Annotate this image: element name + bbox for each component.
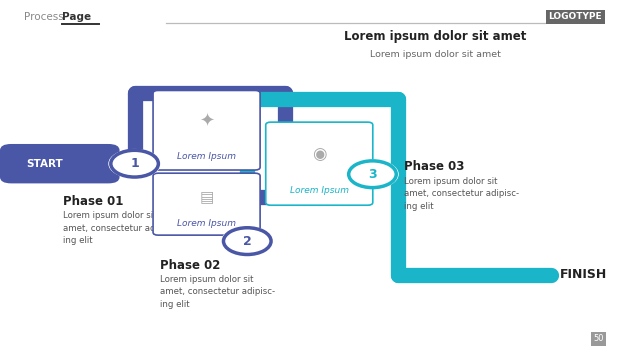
Text: 2: 2 bbox=[243, 235, 252, 247]
FancyBboxPatch shape bbox=[153, 173, 260, 235]
Text: Process: Process bbox=[24, 12, 67, 22]
Text: Phase 03: Phase 03 bbox=[404, 160, 464, 173]
FancyBboxPatch shape bbox=[0, 144, 120, 183]
Circle shape bbox=[221, 226, 274, 256]
Text: 50: 50 bbox=[593, 334, 603, 343]
FancyBboxPatch shape bbox=[265, 122, 372, 205]
Text: FINISH: FINISH bbox=[560, 268, 607, 281]
Text: Lorem ipsum dolor sit
amet, consectetur adipisc-
ing elit: Lorem ipsum dolor sit amet, consectetur … bbox=[63, 211, 178, 245]
Text: Lorem ipsum dolor sit amet: Lorem ipsum dolor sit amet bbox=[369, 50, 501, 59]
Circle shape bbox=[349, 161, 396, 188]
Text: ▤: ▤ bbox=[200, 190, 213, 205]
Text: Lorem Ipsum: Lorem Ipsum bbox=[177, 219, 236, 228]
Text: ◉: ◉ bbox=[312, 145, 327, 163]
Circle shape bbox=[346, 159, 399, 189]
Text: Phase 01: Phase 01 bbox=[63, 195, 123, 208]
Text: Phase 02: Phase 02 bbox=[160, 259, 220, 272]
Text: Lorem ipsum dolor sit amet: Lorem ipsum dolor sit amet bbox=[344, 31, 526, 43]
Circle shape bbox=[223, 228, 271, 254]
Text: Lorem ipsum dolor sit
amet, consectetur adipisc-
ing elit: Lorem ipsum dolor sit amet, consectetur … bbox=[404, 177, 519, 211]
Text: 1: 1 bbox=[130, 157, 139, 170]
Circle shape bbox=[108, 149, 161, 178]
Text: 3: 3 bbox=[368, 168, 377, 181]
Text: ✦: ✦ bbox=[199, 112, 214, 130]
Circle shape bbox=[111, 150, 158, 177]
Text: Page: Page bbox=[62, 12, 91, 22]
Text: LOGOTYPE: LOGOTYPE bbox=[548, 12, 602, 21]
Text: START: START bbox=[27, 159, 63, 169]
Text: Lorem Ipsum: Lorem Ipsum bbox=[177, 152, 236, 161]
Text: Lorem Ipsum: Lorem Ipsum bbox=[290, 186, 349, 195]
FancyBboxPatch shape bbox=[153, 90, 260, 170]
Text: Lorem ipsum dolor sit
amet, consectetur adipisc-
ing elit: Lorem ipsum dolor sit amet, consectetur … bbox=[160, 275, 275, 309]
